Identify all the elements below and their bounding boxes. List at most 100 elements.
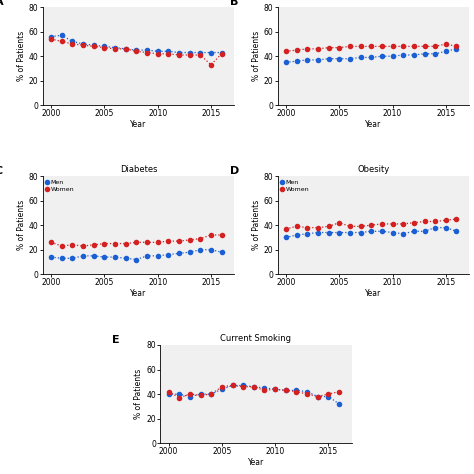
X-axis label: Year: Year bbox=[130, 289, 146, 298]
Title: Diabetes: Diabetes bbox=[120, 165, 157, 174]
Women bbox=[283, 226, 289, 232]
Women bbox=[347, 224, 353, 229]
Text: E: E bbox=[112, 335, 120, 345]
Line: Men: Men bbox=[166, 383, 342, 407]
Men bbox=[379, 54, 385, 59]
Women bbox=[219, 232, 225, 238]
Women bbox=[91, 44, 97, 49]
Line: Men: Men bbox=[283, 46, 459, 65]
Women bbox=[347, 44, 353, 49]
Women bbox=[187, 391, 193, 397]
Women bbox=[187, 52, 192, 58]
Men bbox=[411, 228, 417, 234]
Women bbox=[283, 48, 289, 54]
Women bbox=[166, 389, 172, 394]
Women bbox=[123, 241, 128, 246]
Men bbox=[219, 50, 225, 55]
Men bbox=[230, 383, 236, 388]
Men bbox=[165, 252, 171, 257]
Men bbox=[208, 50, 214, 55]
Men bbox=[443, 48, 449, 54]
Women bbox=[379, 44, 385, 49]
Women bbox=[283, 388, 289, 393]
Men bbox=[315, 230, 321, 236]
Y-axis label: % of Patients: % of Patients bbox=[135, 369, 144, 419]
Men bbox=[390, 54, 395, 59]
Men bbox=[401, 52, 406, 58]
Y-axis label: % of Patients: % of Patients bbox=[252, 200, 261, 250]
Men bbox=[454, 228, 459, 234]
Women bbox=[294, 47, 300, 53]
Men bbox=[336, 401, 342, 407]
Women bbox=[411, 44, 417, 49]
Men bbox=[358, 230, 364, 236]
Women bbox=[187, 237, 192, 243]
Men bbox=[219, 249, 225, 255]
Women bbox=[219, 384, 225, 390]
Women bbox=[358, 44, 364, 49]
Women bbox=[91, 242, 97, 247]
Women bbox=[432, 44, 438, 49]
Men bbox=[358, 55, 364, 60]
Title: Obesity: Obesity bbox=[357, 165, 390, 174]
X-axis label: Year: Year bbox=[365, 289, 382, 298]
Men bbox=[187, 394, 193, 400]
Men bbox=[368, 55, 374, 60]
Women bbox=[358, 224, 364, 229]
Women bbox=[112, 46, 118, 52]
Women bbox=[379, 221, 385, 227]
Line: Women: Women bbox=[48, 36, 224, 68]
Men bbox=[176, 251, 182, 256]
Men bbox=[240, 383, 246, 388]
Text: D: D bbox=[229, 166, 239, 176]
Men bbox=[326, 56, 331, 62]
Women bbox=[176, 52, 182, 58]
Women bbox=[390, 221, 395, 227]
Men bbox=[70, 255, 75, 261]
Women bbox=[454, 44, 459, 49]
Women bbox=[80, 243, 86, 249]
Women bbox=[315, 394, 320, 400]
Women bbox=[70, 41, 75, 47]
Women bbox=[165, 51, 171, 56]
Line: Men: Men bbox=[48, 247, 224, 262]
Men bbox=[272, 386, 278, 392]
Women bbox=[443, 41, 449, 47]
Women bbox=[401, 44, 406, 49]
Women bbox=[198, 392, 203, 398]
Men bbox=[144, 47, 150, 53]
Women bbox=[443, 218, 449, 223]
Text: B: B bbox=[229, 0, 238, 7]
Women bbox=[432, 219, 438, 224]
Men bbox=[422, 228, 428, 234]
Women bbox=[240, 384, 246, 390]
Line: Women: Women bbox=[283, 216, 459, 232]
Men bbox=[347, 56, 353, 62]
Women bbox=[337, 45, 342, 50]
Women bbox=[70, 242, 75, 247]
Y-axis label: % of Patients: % of Patients bbox=[17, 31, 26, 82]
Men bbox=[443, 225, 449, 230]
Men bbox=[176, 50, 182, 55]
Men bbox=[326, 394, 331, 400]
Men bbox=[219, 386, 225, 392]
Women bbox=[59, 39, 64, 45]
Women bbox=[208, 232, 214, 238]
Women bbox=[326, 45, 331, 50]
Men bbox=[209, 391, 214, 397]
Men bbox=[315, 57, 321, 63]
Men bbox=[347, 230, 353, 236]
Women bbox=[411, 220, 417, 226]
Text: A: A bbox=[0, 0, 3, 7]
Women bbox=[230, 383, 236, 388]
Women bbox=[337, 220, 342, 226]
Men bbox=[70, 39, 75, 45]
Men bbox=[294, 58, 300, 64]
Y-axis label: % of Patients: % of Patients bbox=[252, 31, 261, 82]
Women bbox=[315, 46, 321, 52]
Men bbox=[315, 394, 320, 400]
Line: Men: Men bbox=[283, 225, 459, 240]
Men bbox=[283, 60, 289, 65]
Men bbox=[91, 253, 97, 259]
X-axis label: Year: Year bbox=[365, 120, 382, 129]
